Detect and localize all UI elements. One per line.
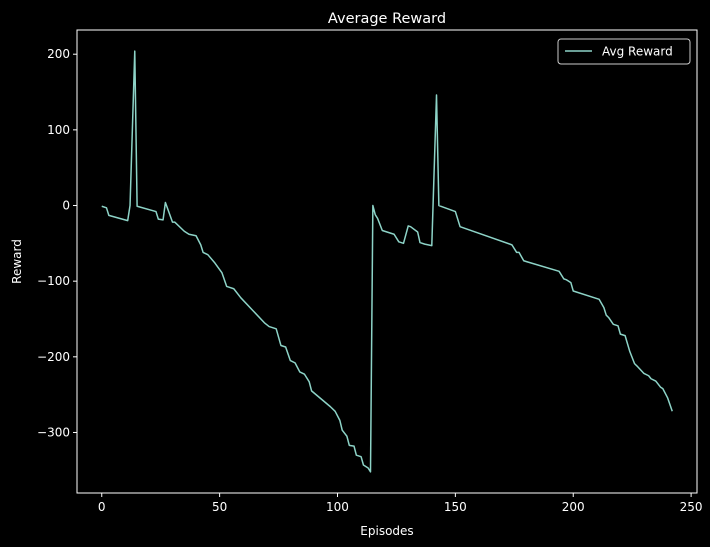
x-tick-label: 100 — [326, 500, 349, 514]
x-tick-label: 0 — [98, 500, 106, 514]
y-tick-label: 200 — [47, 47, 70, 61]
x-tick-label: 250 — [680, 500, 703, 514]
y-tick-label: 100 — [47, 123, 70, 137]
y-axis-label: Reward — [10, 239, 24, 284]
y-tick-label: −200 — [37, 350, 70, 364]
plot-area-frame — [76, 29, 698, 494]
y-tick-label: 0 — [62, 199, 70, 213]
y-tick-label: −300 — [37, 425, 70, 439]
legend-label-avg-reward: Avg Reward — [602, 45, 673, 59]
series-line-avg-reward — [101, 50, 673, 473]
y-axis-ticks: −300 −200 −100 0 100 200 — [37, 47, 77, 439]
legend: Avg Reward — [557, 38, 691, 65]
x-tick-label: 200 — [562, 500, 585, 514]
y-tick-label: −100 — [37, 274, 70, 288]
x-tick-label: 150 — [444, 500, 467, 514]
x-axis-label: Episodes — [360, 524, 413, 538]
x-tick-label: 50 — [212, 500, 227, 514]
chart-title: Average Reward — [328, 11, 446, 27]
x-axis-ticks: 0 50 100 150 200 250 — [98, 493, 703, 514]
legend-box — [557, 38, 691, 65]
